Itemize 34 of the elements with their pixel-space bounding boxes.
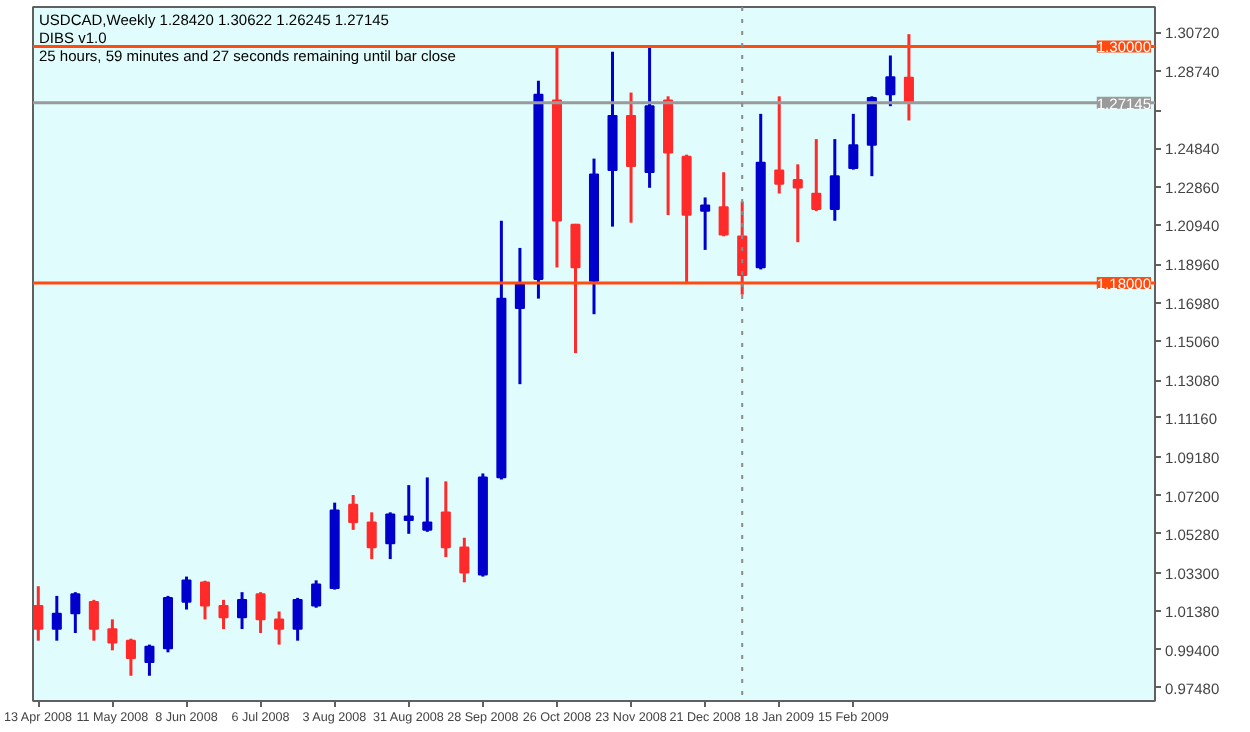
candlestick <box>144 643 155 678</box>
candlestick <box>459 536 470 584</box>
candlestick <box>292 596 303 643</box>
candlestick <box>311 578 322 610</box>
candlestick <box>237 590 248 631</box>
candlestick <box>107 617 118 652</box>
candlestick <box>514 246 525 386</box>
candlestick <box>403 483 414 536</box>
candlestick <box>348 493 359 532</box>
candlestick <box>866 94 877 178</box>
candlestick <box>848 112 859 172</box>
candlestick <box>570 222 581 355</box>
candlestick <box>181 575 192 612</box>
candlestick <box>366 510 377 561</box>
candlestick <box>385 510 396 561</box>
candlestick <box>718 170 729 238</box>
candlestick <box>774 94 785 196</box>
candlestick <box>885 54 896 108</box>
candlestick <box>700 195 711 252</box>
candlestick <box>125 637 136 678</box>
candlestick <box>811 137 822 213</box>
candlestick <box>199 579 211 621</box>
candlestick <box>440 479 451 559</box>
candlestick <box>274 609 285 647</box>
candlestick <box>829 137 840 223</box>
candlestick <box>903 32 914 122</box>
candlestick <box>70 590 81 635</box>
candlestick <box>792 162 803 244</box>
candlestick <box>218 598 229 631</box>
candlestick <box>255 590 266 635</box>
candlestick <box>33 584 44 643</box>
candlestick <box>422 475 433 534</box>
candlestick <box>51 594 62 643</box>
candlestick <box>88 598 99 643</box>
